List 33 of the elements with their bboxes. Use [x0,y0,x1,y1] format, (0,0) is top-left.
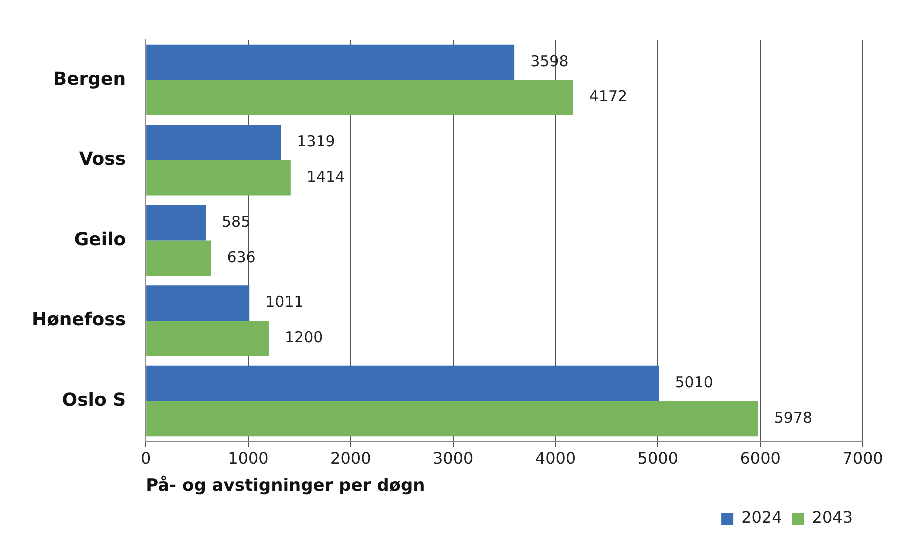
bar [146,80,574,116]
y-tick-label: Geilo [74,229,126,250]
x-tick-label: 2000 [330,449,372,468]
x-tick-label: 7000 [842,449,884,468]
legend-label: 2024 [742,508,782,528]
bar [146,44,515,80]
bar [146,125,282,160]
x-tick-label: 3000 [432,449,474,468]
y-tick-label: Voss [79,149,126,170]
x-tick-label: 4000 [535,449,576,468]
bar [146,160,291,196]
bar [146,286,250,321]
data-label: 1011 [266,293,304,312]
x-tick-label: 6000 [740,449,781,468]
y-tick-label: Hønefoss [32,310,126,331]
x-axis-title: På- og avstigninger per døgn [146,475,426,496]
x-tick-label: 0 [140,449,152,468]
y-tick-label: Bergen [53,68,126,90]
data-label: 5978 [774,408,813,427]
data-label: 4172 [589,88,628,106]
x-tick-label: 1000 [228,449,269,468]
y-tick-label: Oslo S [62,390,126,411]
bar [146,366,660,402]
x-tick-label: 5000 [638,449,679,468]
bar [146,401,758,437]
bar [146,240,212,276]
data-label: 5010 [675,373,714,392]
data-label: 1200 [284,328,324,347]
bar [146,320,269,356]
legend-label: 2043 [812,508,853,528]
data-label: 1414 [306,168,346,186]
data-label: 1319 [297,132,336,151]
bar [146,205,206,241]
